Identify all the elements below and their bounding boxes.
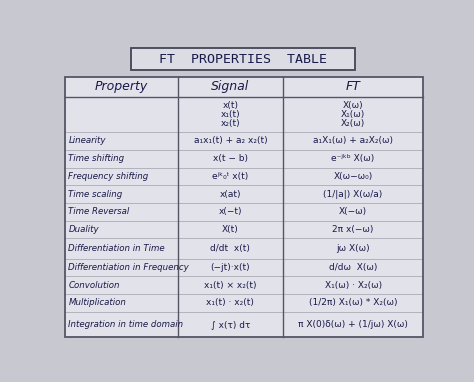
Text: X(ω): X(ω) [343,101,364,110]
Text: d/dω  X(ω): d/dω X(ω) [329,263,377,272]
Text: π X(0)δ(ω) + (1/jω) X(ω): π X(0)δ(ω) + (1/jω) X(ω) [298,320,408,329]
Text: Time Reversal: Time Reversal [68,207,130,216]
Text: FT  PROPERTIES  TABLE: FT PROPERTIES TABLE [159,53,327,66]
Text: x(−t): x(−t) [219,207,242,216]
Text: X₂(ω): X₂(ω) [341,119,365,128]
Text: Signal: Signal [211,80,249,93]
Text: X(ω−ω₀): X(ω−ω₀) [334,172,373,181]
Bar [65,77,423,337]
Text: x(t − b): x(t − b) [213,154,248,163]
Text: Differentiation in Frequency: Differentiation in Frequency [68,263,189,272]
Text: d/dt  x(t): d/dt x(t) [210,244,250,253]
Text: x₂(t): x₂(t) [220,119,240,128]
Text: X₁(ω): X₁(ω) [341,110,365,119]
Text: Duality: Duality [68,225,99,234]
Text: X₁(ω) · X₂(ω): X₁(ω) · X₂(ω) [325,281,382,290]
Text: x(at): x(at) [219,189,241,199]
Text: eʲᵏ₀ᵗ x(t): eʲᵏ₀ᵗ x(t) [212,172,248,181]
Text: x₁(t) × x₂(t): x₁(t) × x₂(t) [204,281,256,290]
Text: Differentiation in Time: Differentiation in Time [68,244,165,253]
Text: x₁(t): x₁(t) [220,110,240,119]
Text: a₁x₁(t) + a₂ x₂(t): a₁x₁(t) + a₂ x₂(t) [193,136,267,146]
Text: Time shifting: Time shifting [68,154,125,163]
Text: Frequency shifting: Frequency shifting [68,172,149,181]
Text: (1/|a|) X(ω/a): (1/|a|) X(ω/a) [323,189,383,199]
FancyBboxPatch shape [131,48,355,70]
Text: Convolution: Convolution [68,281,120,290]
Text: Integration in time domain: Integration in time domain [68,320,183,329]
Text: a₁X₁(ω) + a₂X₂(ω): a₁X₁(ω) + a₂X₂(ω) [313,136,393,146]
Text: X(t): X(t) [222,225,239,234]
Text: (1/2π) X₁(ω) * X₂(ω): (1/2π) X₁(ω) * X₂(ω) [309,298,397,308]
Text: jω X(ω): jω X(ω) [336,244,370,253]
Text: Time scaling: Time scaling [68,189,123,199]
Text: FT: FT [346,80,361,93]
Text: X(−ω): X(−ω) [339,207,367,216]
Text: (−jt)·x(t): (−jt)·x(t) [210,263,250,272]
Text: Linearity: Linearity [68,136,106,146]
Text: x₁(t) · x₂(t): x₁(t) · x₂(t) [207,298,255,308]
Text: ∫ x(τ) dτ: ∫ x(τ) dτ [211,320,250,329]
Text: 2π x(−ω): 2π x(−ω) [332,225,374,234]
Text: e⁻ʲᵏᵇ X(ω): e⁻ʲᵏᵇ X(ω) [331,154,375,163]
Text: x(t): x(t) [222,101,238,110]
Text: Multiplication: Multiplication [68,298,126,308]
Text: Property: Property [94,80,148,93]
